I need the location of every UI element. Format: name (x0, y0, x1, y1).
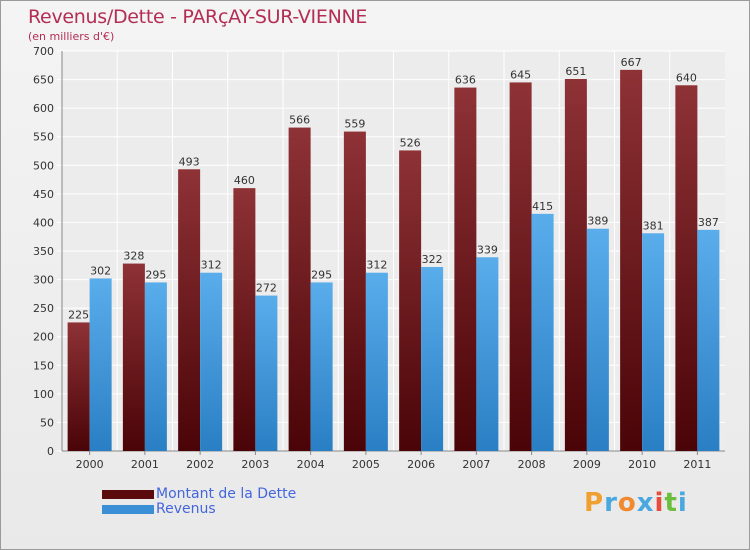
x-tick-label: 2001 (131, 458, 159, 471)
bar-dette (233, 188, 256, 451)
data-label-revenus: 389 (587, 215, 608, 228)
y-tick-label: 50 (40, 416, 54, 429)
data-label-revenus: 272 (256, 282, 277, 295)
logo-letter: t (664, 488, 678, 518)
data-label-revenus: 302 (90, 264, 111, 277)
y-tick-label: 600 (33, 102, 54, 115)
y-tick-label: 400 (33, 216, 54, 229)
data-label-dette: 225 (68, 308, 89, 321)
bar-revenus (476, 257, 499, 451)
bar-revenus (200, 272, 223, 451)
bar-revenus (531, 213, 554, 451)
bar-dette (178, 169, 201, 452)
x-tick-label: 2006 (407, 458, 435, 471)
y-tick-label: 350 (33, 245, 54, 258)
logo-letter: x (636, 488, 655, 518)
bar-revenus (697, 229, 720, 451)
y-tick-label: 200 (33, 331, 54, 344)
x-tick-label: 2008 (518, 458, 546, 471)
bar-dette (343, 131, 366, 452)
data-label-revenus: 312 (366, 259, 387, 272)
data-label-revenus: 295 (145, 268, 166, 281)
y-tick-label: 550 (33, 131, 54, 144)
x-tick-label: 2011 (683, 458, 711, 471)
data-label-revenus: 387 (698, 216, 719, 229)
logo-letter: P (584, 488, 605, 518)
bar-dette (620, 69, 643, 451)
y-tick-label: 250 (33, 302, 54, 315)
chart-subtitle: (en milliers d'€) (28, 30, 115, 43)
bar-revenus (642, 233, 665, 451)
logo-letter: r (604, 488, 618, 518)
x-tick-label: 2009 (573, 458, 601, 471)
y-tick-label: 700 (33, 45, 54, 58)
bar-dette (399, 150, 422, 451)
legend-swatch-revenus (102, 505, 154, 514)
logo-letter: o (617, 488, 637, 518)
data-label-dette: 645 (510, 68, 531, 81)
x-tick-label: 2002 (186, 458, 214, 471)
x-tick-label: 2000 (76, 458, 104, 471)
data-labels: 2253023282954933124602725662955593125263… (68, 56, 719, 322)
bar-dette (454, 87, 477, 452)
axes: 0 50 100 150 200 250 300 350 400 450 500 550 600 650 7… (33, 45, 725, 471)
data-label-dette: 651 (565, 65, 586, 78)
data-label-dette: 559 (344, 118, 365, 131)
bar-revenus (144, 282, 167, 451)
data-label-dette: 328 (123, 250, 144, 263)
y-tick-label: 650 (33, 74, 54, 87)
x-tick-label: 2007 (462, 458, 490, 471)
bars (67, 69, 720, 452)
y-tick-label: 100 (33, 388, 54, 401)
x-tick-label: 2003 (241, 458, 269, 471)
data-label-dette: 460 (234, 174, 255, 187)
data-label-revenus: 322 (422, 253, 443, 266)
data-label-dette: 636 (455, 74, 476, 87)
bar-dette (288, 127, 311, 452)
x-tick-label: 2004 (297, 458, 325, 471)
bar-revenus (310, 282, 333, 451)
proxiti-logo: Proxiti (584, 488, 688, 518)
data-label-revenus: 312 (201, 259, 222, 272)
bar-revenus (365, 272, 388, 451)
y-tick-label: 300 (33, 274, 54, 287)
logo-letter: i (654, 488, 665, 518)
bar-revenus (586, 228, 609, 451)
chart-title: Revenus/Dette - PARçAY-SUR-VIENNE (28, 6, 368, 28)
bar-dette (564, 79, 587, 451)
data-label-revenus: 339 (477, 243, 498, 256)
legend-swatch-debt (102, 490, 154, 499)
legend-label-revenus: Revenus (156, 501, 216, 517)
data-label-dette: 493 (179, 155, 200, 168)
y-tick-label: 150 (33, 359, 54, 372)
x-tick-label: 2005 (352, 458, 380, 471)
data-label-dette: 640 (676, 71, 697, 84)
logo-letter: i (677, 488, 688, 518)
data-label-revenus: 415 (532, 200, 553, 213)
y-tick-label: 500 (33, 159, 54, 172)
data-label-revenus: 381 (643, 219, 664, 232)
bar-revenus (89, 278, 112, 451)
data-label-dette: 566 (289, 114, 310, 127)
bar-dette (122, 263, 145, 451)
y-tick-label: 450 (33, 188, 54, 201)
data-label-dette: 667 (621, 56, 642, 69)
data-label-dette: 526 (400, 136, 421, 149)
x-tick-label: 2010 (628, 458, 656, 471)
bar-revenus (255, 295, 278, 451)
grid-lines (57, 50, 725, 452)
data-label-revenus: 295 (311, 268, 332, 281)
bar-dette (675, 85, 698, 452)
bar-dette (509, 82, 532, 451)
y-tick-label: 0 (47, 445, 54, 458)
bar-revenus (421, 267, 444, 451)
legend-label-debt: Montant de la Dette (156, 486, 297, 502)
bar-dette (67, 322, 90, 451)
